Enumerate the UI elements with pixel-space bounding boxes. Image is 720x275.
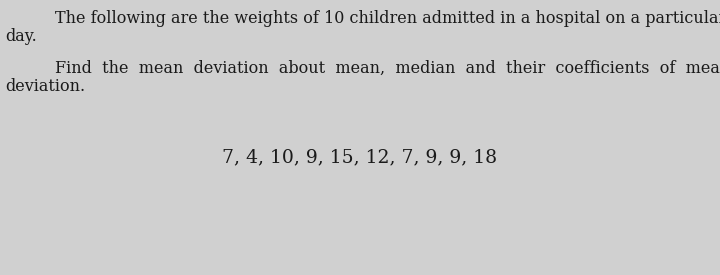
Text: day.: day. (5, 28, 37, 45)
Text: The following are the weights of 10 children admitted in a hospital on a particu: The following are the weights of 10 chil… (55, 10, 720, 27)
Text: Find  the  mean  deviation  about  mean,  median  and  their  coefficients  of  : Find the mean deviation about mean, medi… (55, 60, 720, 77)
Text: 7, 4, 10, 9, 15, 12, 7, 9, 9, 18: 7, 4, 10, 9, 15, 12, 7, 9, 9, 18 (222, 148, 498, 166)
Text: deviation.: deviation. (5, 78, 85, 95)
